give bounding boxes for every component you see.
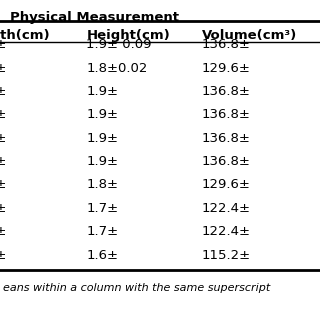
Text: 8±: 8± <box>0 132 7 145</box>
Text: 136.8±: 136.8± <box>202 155 251 168</box>
Text: 122.4±: 122.4± <box>202 202 251 215</box>
Text: 1.9±: 1.9± <box>86 108 118 121</box>
Text: 1.8±0.02: 1.8±0.02 <box>86 62 148 75</box>
Text: 129.6±: 129.6± <box>202 62 251 75</box>
Text: 115.2±: 115.2± <box>202 249 251 261</box>
Text: 8±: 8± <box>0 108 7 121</box>
Text: idth(cm): idth(cm) <box>0 29 51 42</box>
Text: 8±: 8± <box>0 155 7 168</box>
Text: Height(cm): Height(cm) <box>86 29 170 42</box>
Text: 136.8±: 136.8± <box>202 108 251 121</box>
Text: 8±: 8± <box>0 249 7 261</box>
Text: eans within a column with the same superscript: eans within a column with the same super… <box>3 283 270 293</box>
Text: 1.9±: 1.9± <box>86 155 118 168</box>
Text: 8±: 8± <box>0 85 7 98</box>
Text: Volume(cm³): Volume(cm³) <box>202 29 297 42</box>
Text: Physical Measurement: Physical Measurement <box>10 11 179 24</box>
Text: 8±: 8± <box>0 179 7 191</box>
Text: 1.9± 0.09: 1.9± 0.09 <box>86 38 152 51</box>
Text: 8±: 8± <box>0 225 7 238</box>
Text: 1.7±: 1.7± <box>86 202 118 215</box>
Text: 8±: 8± <box>0 202 7 215</box>
Text: 122.4±: 122.4± <box>202 225 251 238</box>
Text: 136.8±: 136.8± <box>202 38 251 51</box>
Text: 136.8±: 136.8± <box>202 85 251 98</box>
Text: 8±: 8± <box>0 62 7 75</box>
Text: 1.6±: 1.6± <box>86 249 118 261</box>
Text: 1.9±: 1.9± <box>86 132 118 145</box>
Text: 8±: 8± <box>0 38 7 51</box>
Text: 136.8±: 136.8± <box>202 132 251 145</box>
Text: 1.9±: 1.9± <box>86 85 118 98</box>
Text: 1.8±: 1.8± <box>86 179 118 191</box>
Text: 129.6±: 129.6± <box>202 179 251 191</box>
Text: 1.7±: 1.7± <box>86 225 118 238</box>
